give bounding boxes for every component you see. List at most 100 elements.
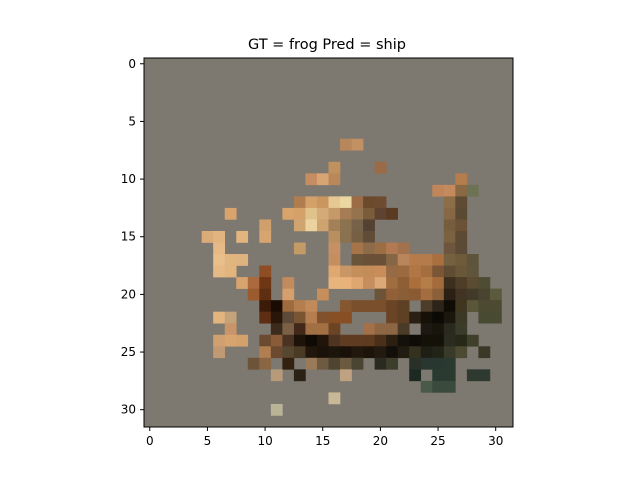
image-pixel xyxy=(328,277,341,289)
image-pixel xyxy=(293,207,306,220)
image-pixel xyxy=(328,357,341,370)
image-pixel xyxy=(316,196,329,209)
x-tick-label: 10 xyxy=(257,434,272,448)
image-pixel xyxy=(259,346,272,359)
image-pixel xyxy=(455,265,468,278)
image-pixel xyxy=(455,288,468,301)
image-pixel xyxy=(351,207,364,220)
image-pixel xyxy=(374,242,387,255)
image-pixel xyxy=(351,230,364,243)
image-pixel xyxy=(432,254,445,266)
image-pixel xyxy=(351,300,364,312)
image-pixel xyxy=(282,346,295,359)
image-pixel xyxy=(328,173,341,186)
image-pixel xyxy=(409,357,422,370)
image-pixel xyxy=(305,173,318,186)
image-pixel xyxy=(259,300,272,312)
image-pixel xyxy=(420,323,433,336)
image-pixel xyxy=(282,334,295,347)
image-pixel xyxy=(236,254,249,266)
image-pixel xyxy=(328,219,341,232)
image-pixel xyxy=(363,219,375,232)
image-pixel xyxy=(270,334,283,347)
image-pixel xyxy=(443,219,456,232)
image-pixel xyxy=(443,380,456,393)
image-pixel xyxy=(443,265,456,278)
image-pixel xyxy=(397,311,410,324)
image-pixel xyxy=(409,346,422,359)
image-pixel xyxy=(374,357,387,370)
y-tick-label: 30 xyxy=(121,403,136,417)
image-pixel xyxy=(247,277,260,289)
image-pixel xyxy=(455,300,468,312)
x-tick-label: 0 xyxy=(146,434,154,448)
image-pixel xyxy=(328,323,341,336)
image-pixel xyxy=(282,357,295,370)
image-pixel xyxy=(432,311,445,324)
image-pixel xyxy=(224,311,237,324)
image-pixel xyxy=(293,311,306,324)
image-pixel xyxy=(259,334,272,347)
image-pixel xyxy=(259,219,272,232)
image-pixel xyxy=(328,311,341,324)
image-pixel xyxy=(409,277,422,289)
image-pixel xyxy=(236,277,249,289)
image-pixel xyxy=(432,357,445,370)
image-pixel xyxy=(409,254,422,266)
image-pixel xyxy=(432,346,445,359)
image-pixel xyxy=(443,323,456,336)
image-pixel xyxy=(351,138,364,151)
image-pixel xyxy=(397,334,410,347)
image-pixel xyxy=(316,346,329,359)
image-pixel xyxy=(213,254,226,266)
image-pixel xyxy=(443,311,456,324)
y-tick-label: 20 xyxy=(121,287,136,301)
image-pixel xyxy=(305,300,318,312)
image-pixel xyxy=(363,334,375,347)
image-pixel xyxy=(455,311,468,324)
image-pixel xyxy=(351,277,364,289)
image-pixel xyxy=(340,219,352,232)
image-plot xyxy=(144,58,513,427)
image-pixel xyxy=(247,357,260,370)
image-pixel xyxy=(316,207,329,220)
image-pixel xyxy=(409,334,422,347)
image-pixel xyxy=(397,277,410,289)
image-pixel xyxy=(443,207,456,220)
image-pixel xyxy=(455,242,468,255)
image-pixel xyxy=(316,288,329,301)
image-pixel xyxy=(386,254,398,266)
image-pixel xyxy=(340,196,352,209)
image-pixel xyxy=(374,254,387,266)
image-pixel xyxy=(213,230,226,243)
image-pixel xyxy=(305,196,318,209)
image-pixel xyxy=(351,254,364,266)
image-pixel xyxy=(386,288,398,301)
image-pixel xyxy=(443,288,456,301)
image-pixel xyxy=(270,323,283,336)
image-pixel xyxy=(420,288,433,301)
image-pixel xyxy=(386,323,398,336)
image-pixel xyxy=(386,311,398,324)
image-pixel xyxy=(293,196,306,209)
image-pixel xyxy=(259,311,272,324)
image-pixel xyxy=(455,334,468,347)
image-pixel xyxy=(466,265,479,278)
y-tick-label: 15 xyxy=(121,230,136,244)
image-pixel xyxy=(316,173,329,186)
image-pixel xyxy=(455,219,468,232)
image-pixel xyxy=(328,207,341,220)
image-pixel xyxy=(466,369,479,382)
image-pixel xyxy=(455,346,468,359)
image-pixel xyxy=(420,300,433,312)
image-pixel xyxy=(340,369,352,382)
image-pixel xyxy=(351,242,364,255)
image-pixel xyxy=(213,265,226,278)
image-pixel xyxy=(386,242,398,255)
image-pixel xyxy=(224,323,237,336)
x-tick-label: 25 xyxy=(430,434,445,448)
image-pixel xyxy=(420,265,433,278)
image-pixel xyxy=(305,346,318,359)
image-pixel xyxy=(340,300,352,312)
image-pixel xyxy=(224,254,237,266)
